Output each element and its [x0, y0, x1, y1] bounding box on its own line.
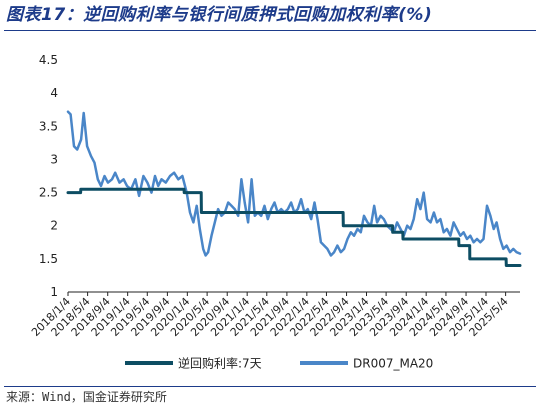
legend-label: 逆回购利率:7天	[178, 356, 262, 371]
series-line-dr007-ma20	[66, 110, 522, 257]
line-chart: 1 1.5 2 2.5 3 3.5 4 4.5 2018/1/42018/5/42018/9/…	[29, 53, 522, 371]
y-tick-label: 4	[50, 86, 58, 100]
y-tick-label: 3	[50, 152, 58, 166]
footer-divider	[4, 386, 536, 387]
y-tick-label: 1	[50, 285, 58, 299]
y-tick-label: 2.5	[39, 186, 58, 200]
y-tick-label: 3.5	[39, 119, 58, 133]
y-tick-label: 2	[50, 219, 58, 233]
x-axis: 2018/1/42018/5/42018/9/42019/1/42019/5/4…	[29, 292, 511, 339]
source-note: 来源：Wind，国金证券研究所	[6, 390, 167, 404]
y-tick-label: 1.5	[39, 252, 58, 266]
series-line-reverse-repo-7d	[66, 187, 522, 267]
legend-label: DR007_MA20	[353, 357, 433, 371]
y-tick-label: 4.5	[39, 53, 58, 67]
series-layer	[66, 110, 522, 267]
chart-title: 图表17：逆回购利率与银行间质押式回购加权利率(%)	[6, 5, 433, 25]
legend: 逆回购利率:7天 DR007_MA20	[125, 356, 433, 371]
y-axis: 1 1.5 2 2.5 3 3.5 4 4.5	[39, 53, 58, 299]
title-divider	[4, 30, 536, 31]
